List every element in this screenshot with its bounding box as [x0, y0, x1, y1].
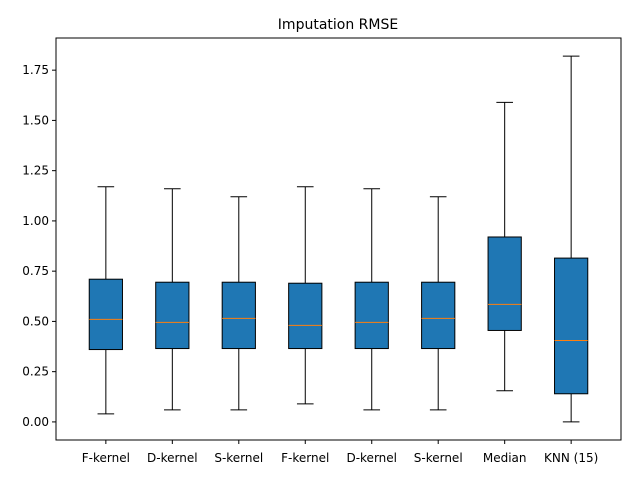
x-tick-label: S-kernel	[214, 451, 263, 465]
box-7	[487, 101, 522, 392]
y-tick-label: 0.75	[22, 264, 49, 278]
iqr-box	[221, 281, 256, 350]
box-3	[221, 196, 256, 411]
box-5	[354, 188, 389, 411]
x-axis: F-kernel D-kernel S-kernel F-kernel D-kernel…	[82, 440, 598, 465]
iqr-box	[288, 282, 323, 350]
iqr-box	[554, 257, 589, 395]
iqr-box	[88, 278, 123, 351]
x-tick-label: D-kernel	[147, 451, 198, 465]
iqr-box	[155, 281, 190, 350]
plot-area	[88, 55, 589, 423]
box-2	[155, 188, 190, 411]
box-1	[88, 186, 123, 415]
chart-title: Imputation RMSE	[278, 17, 398, 33]
box-6	[421, 196, 456, 411]
box-8	[554, 55, 589, 423]
box-4	[288, 186, 323, 405]
y-tick-label: 1.75	[22, 63, 49, 77]
y-tick-label: 1.50	[22, 113, 49, 127]
y-tick-label: 0.50	[22, 314, 49, 328]
x-tick-label: F-kernel	[281, 451, 329, 465]
x-tick-label: F-kernel	[82, 451, 130, 465]
iqr-box	[354, 281, 389, 350]
plot-frame	[55, 37, 622, 441]
iqr-box	[421, 281, 456, 350]
y-tick-label: 1.00	[22, 214, 49, 228]
y-tick-label: 0.00	[22, 415, 49, 429]
y-axis: 0.00 0.25 0.50 0.75 1.00 1.25 1.50 1.75	[22, 63, 56, 429]
x-tick-label: S-kernel	[414, 451, 463, 465]
iqr-box	[487, 236, 522, 331]
y-tick-label: 0.25	[22, 365, 49, 379]
x-tick-label: Median	[483, 451, 527, 465]
x-tick-label: KNN (15)	[544, 451, 598, 465]
x-tick-label: D-kernel	[346, 451, 397, 465]
y-tick-label: 1.25	[22, 164, 49, 178]
